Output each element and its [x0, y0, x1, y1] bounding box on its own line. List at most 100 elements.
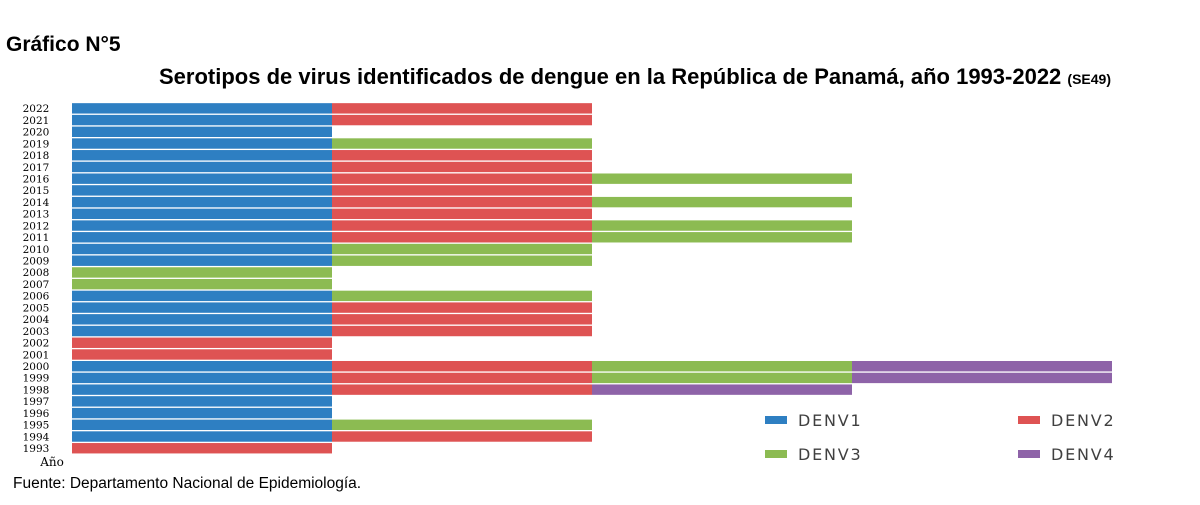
bar-2016-denv1	[72, 173, 332, 184]
bar-2000-denv1	[72, 361, 332, 372]
bars-group	[72, 103, 1112, 454]
bar-1996-denv1	[72, 407, 332, 419]
figure-number: Gráfico N°5	[6, 33, 121, 56]
year-tick-2017: 2017	[23, 162, 50, 174]
legend-label-denv1: DENV1	[798, 411, 863, 430]
year-tick-2016: 2016	[23, 173, 50, 185]
bar-2004-denv1	[72, 314, 332, 325]
year-tick-1997: 1997	[23, 396, 50, 408]
year-tick-1999: 1999	[23, 373, 50, 385]
bar-2003-denv2	[332, 325, 592, 337]
year-tick-2002: 2002	[23, 338, 50, 350]
year-tick-2010: 2010	[23, 244, 50, 256]
year-tick-2006: 2006	[23, 291, 50, 303]
bar-2006-denv1	[72, 290, 332, 302]
bar-1998-denv4	[592, 384, 852, 395]
bar-2000-denv3	[592, 361, 852, 372]
bar-2009-denv1	[72, 255, 332, 266]
bar-2002-denv2	[72, 337, 332, 348]
bar-2005-denv2	[332, 302, 592, 313]
bar-2014-denv1	[72, 196, 332, 208]
bar-2021-denv2	[332, 114, 592, 126]
bar-2018-denv1	[72, 150, 332, 161]
chart-title-suffix: (SE49)	[1067, 71, 1111, 87]
year-tick-2001: 2001	[23, 349, 50, 361]
bar-2012-denv2	[332, 220, 592, 231]
bar-2006-denv3	[332, 290, 592, 302]
bar-1995-denv3	[332, 419, 592, 430]
bar-1998-denv1	[72, 384, 332, 395]
bar-2014-denv2	[332, 196, 592, 208]
legend-label-denv2: DENV2	[1051, 411, 1116, 430]
year-tick-1998: 1998	[23, 384, 50, 396]
bar-2011-denv1	[72, 232, 332, 243]
legend-swatch-denv4	[1018, 450, 1040, 458]
year-tick-2021: 2021	[23, 115, 50, 127]
bar-1999-denv1	[72, 372, 332, 384]
year-tick-2013: 2013	[23, 209, 50, 221]
bar-2019-denv3	[332, 138, 592, 149]
year-tick-2007: 2007	[23, 279, 50, 291]
legend-swatch-denv3	[765, 450, 787, 458]
year-tick-2008: 2008	[23, 267, 50, 279]
serotype-chart: 2022202120202019201820172016201520142013…	[23, 103, 1116, 469]
bar-2014-denv3	[592, 196, 852, 208]
y-axis-label: Año	[39, 455, 64, 469]
bar-2012-denv1	[72, 220, 332, 231]
bar-1999-denv3	[592, 372, 852, 384]
bar-2015-denv1	[72, 185, 332, 196]
bar-2001-denv2	[72, 349, 332, 360]
bar-2009-denv3	[332, 255, 592, 266]
year-tick-2022: 2022	[23, 103, 50, 115]
chart-title-text: Serotipos de virus identificados de deng…	[159, 64, 1062, 89]
year-tick-1995: 1995	[23, 420, 50, 432]
year-tick-2020: 2020	[23, 127, 50, 139]
bar-1997-denv1	[72, 396, 332, 407]
source-note: Fuente: Departamento Nacional de Epidemi…	[13, 475, 362, 492]
bar-2020-denv1	[72, 126, 332, 137]
legend-swatch-denv1	[765, 416, 787, 424]
bar-1993-denv2	[72, 443, 332, 454]
year-tick-2014: 2014	[23, 197, 50, 209]
year-tick-2015: 2015	[23, 185, 50, 197]
bar-2010-denv3	[332, 243, 592, 255]
bar-2005-denv1	[72, 302, 332, 313]
year-tick-2019: 2019	[23, 138, 50, 150]
year-tick-2004: 2004	[23, 314, 50, 326]
bar-2004-denv2	[332, 314, 592, 325]
year-tick-2018: 2018	[23, 150, 50, 162]
year-tick-1993: 1993	[23, 443, 50, 455]
bar-2017-denv1	[72, 161, 332, 173]
bar-2003-denv1	[72, 325, 332, 337]
year-tick-2012: 2012	[23, 220, 50, 232]
year-tick-2003: 2003	[23, 326, 50, 338]
bar-2011-denv3	[592, 232, 852, 243]
bar-2000-denv2	[332, 361, 592, 372]
year-tick-2009: 2009	[23, 256, 50, 268]
year-ticks-group: 2022202120202019201820172016201520142013…	[23, 103, 50, 455]
bar-2017-denv2	[332, 161, 592, 173]
bar-1994-denv1	[72, 431, 332, 442]
year-tick-2000: 2000	[23, 361, 50, 373]
bar-2016-denv2	[332, 173, 592, 184]
bar-1999-denv4	[852, 372, 1112, 384]
bar-2012-denv3	[592, 220, 852, 231]
bar-1995-denv1	[72, 419, 332, 430]
bar-1998-denv2	[332, 384, 592, 395]
legend: DENV1 DENV2 DENV3 DENV4	[765, 411, 1116, 464]
bar-1994-denv2	[332, 431, 592, 442]
bar-2010-denv1	[72, 243, 332, 255]
bar-2013-denv2	[332, 208, 592, 220]
bar-2011-denv2	[332, 232, 592, 243]
bar-2000-denv4	[852, 361, 1112, 372]
bar-2022-denv2	[332, 103, 592, 114]
bar-1999-denv2	[332, 372, 592, 384]
year-tick-2005: 2005	[23, 302, 50, 314]
legend-label-denv3: DENV3	[798, 445, 863, 464]
bar-2019-denv1	[72, 138, 332, 149]
bar-2022-denv1	[72, 103, 332, 114]
bar-2007-denv3	[72, 278, 332, 290]
bar-2015-denv2	[332, 185, 592, 196]
bar-2008-denv3	[72, 267, 332, 278]
year-tick-1994: 1994	[23, 431, 50, 443]
